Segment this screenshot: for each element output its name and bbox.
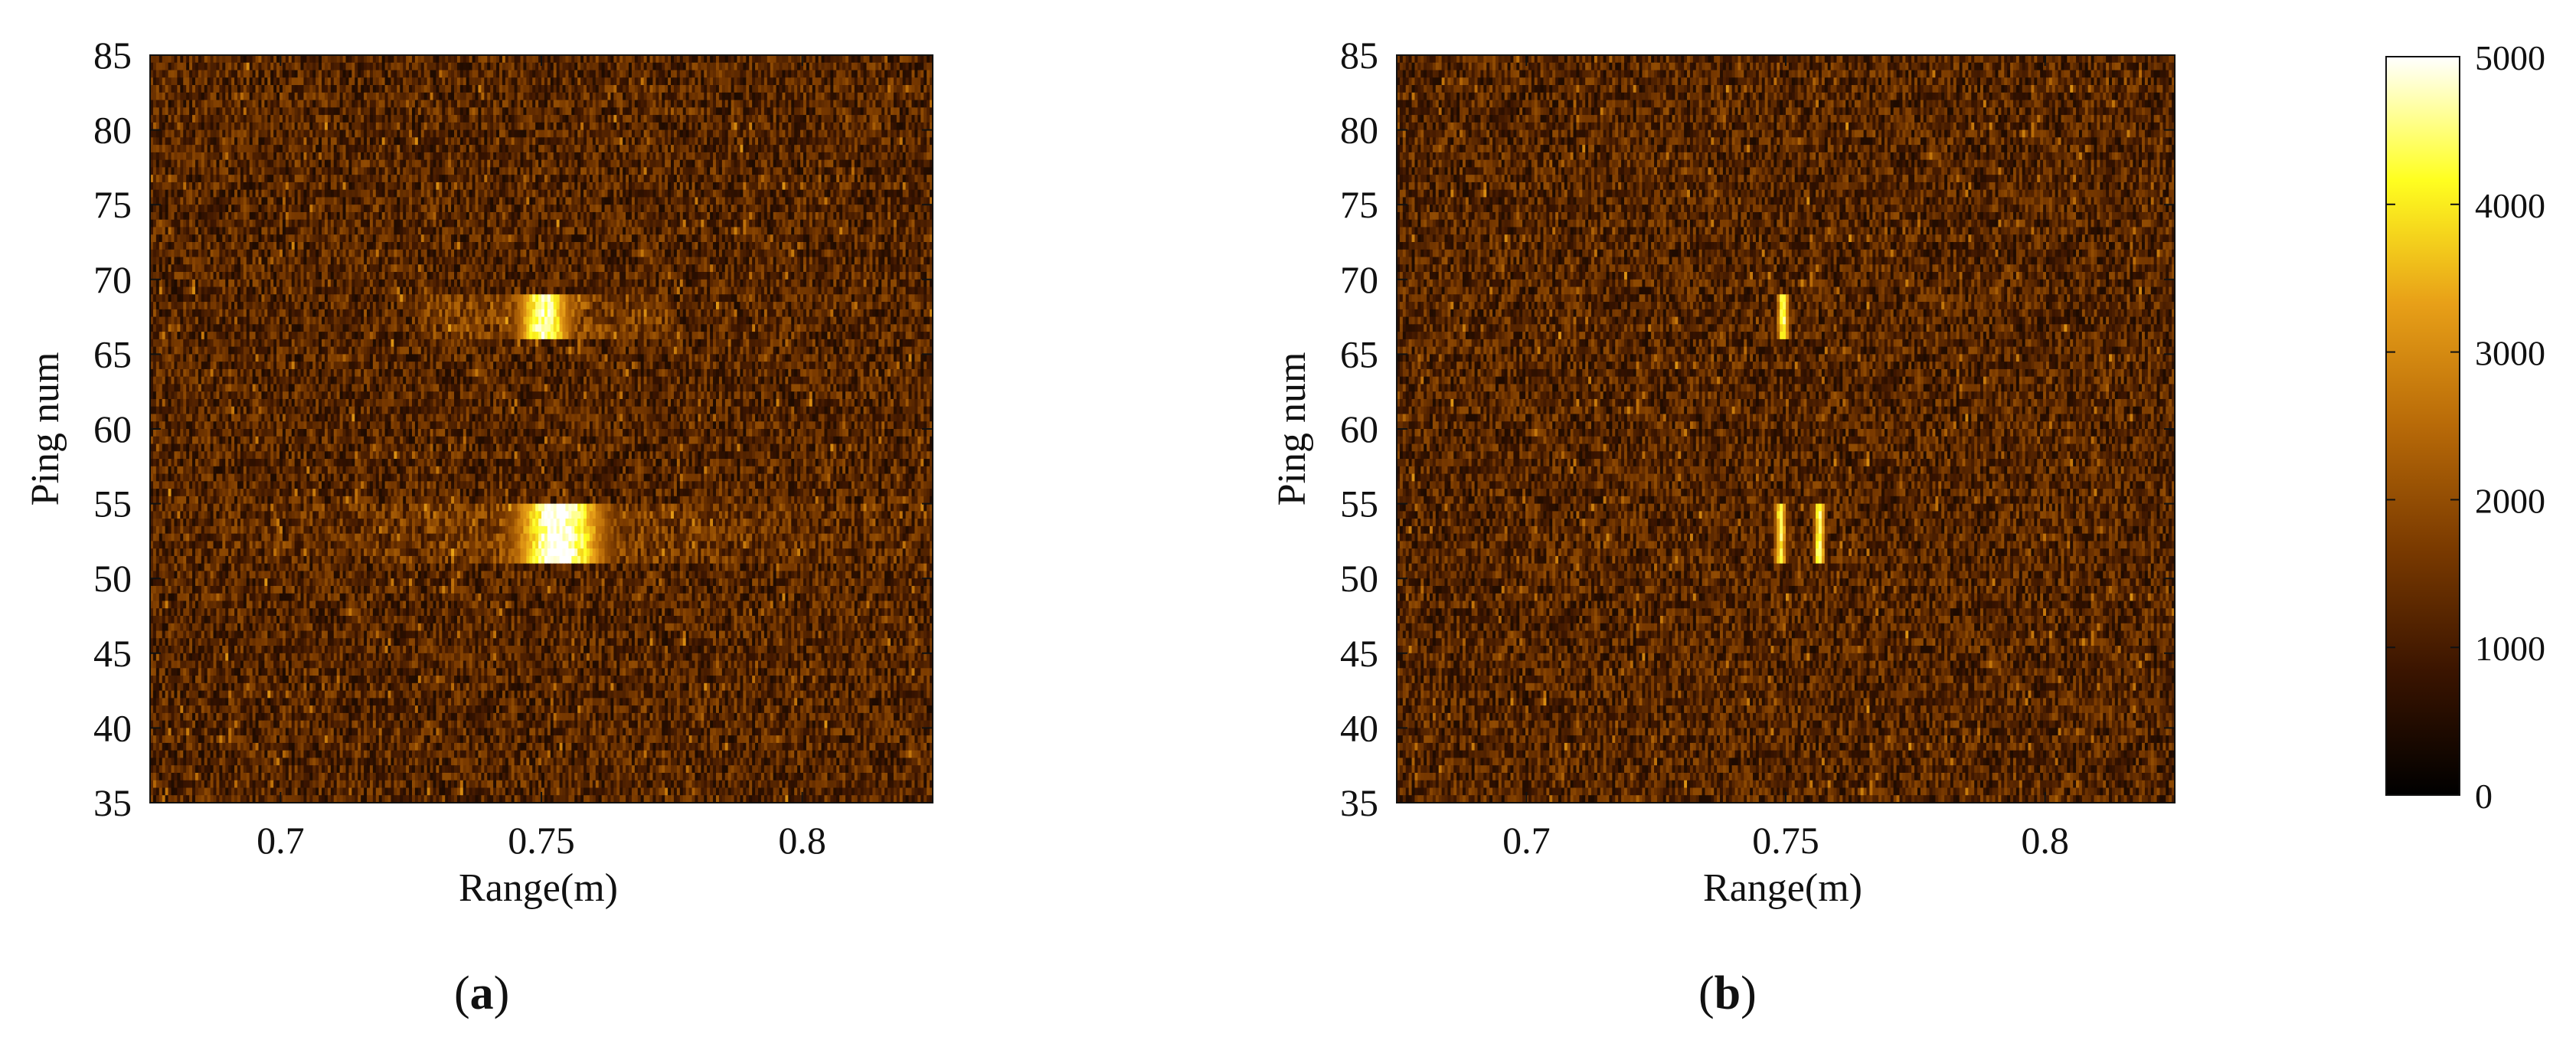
colorbar-tick-label: 5000 [2475,38,2545,77]
y-tick-label: 35 [1340,781,1378,824]
y-tick-label: 70 [93,258,132,301]
y-tick-label: 60 [1340,407,1378,450]
heatmap-panel-b: 0.7 0.75 0.8 35 40 45 50 55 60 65 70 75 80 85 Range(m)… [1270,34,2176,910]
y-tick-label: 55 [93,483,132,525]
x-axis-label: Range(m) [459,866,618,910]
colorbar-tick-label: 4000 [2475,186,2545,225]
heatmap-panel-a: 0.7 0.75 0.8 35 40 45 50 55 60 65 70 75 80 85 Range(m)… [24,34,933,910]
y-tick-label: 75 [1340,183,1378,226]
y-tick-label: 45 [1340,632,1378,675]
colorbar-tick-label: 2000 [2475,481,2545,520]
y-tick-label: 40 [93,706,132,749]
heatmap-image-b [1397,55,2176,803]
y-tick-label: 80 [93,109,132,152]
y-tick-label: 65 [1340,332,1378,375]
x-axis-label: Range(m) [1703,866,1862,910]
x-tick-label: 0.75 [508,819,575,862]
y-axis-label: Ping num [1270,352,1314,506]
y-tick-label: 55 [1340,483,1378,525]
y-tick-label: 70 [1340,258,1378,301]
y-tick-label: 40 [1340,706,1378,749]
y-tick-label: 50 [93,557,132,600]
y-tick-label: 75 [93,183,132,226]
x-tick-label: 0.7 [1502,819,1551,862]
colorbar: 0 1000 2000 3000 4000 5000 [2386,38,2545,816]
colorbar-gradient [2386,57,2460,795]
y-axis-label: Ping num [24,352,67,506]
colorbar-tick-label: 1000 [2475,629,2545,668]
y-tick-label: 35 [93,781,132,824]
y-tick-label: 45 [93,632,132,675]
panel-label-b-letter: b [1715,967,1741,1019]
panel-label-a: (a) [454,967,509,1021]
y-tick-label: 50 [1340,557,1378,600]
x-tick-label: 0.8 [778,819,826,862]
panel-label-a-letter: a [470,967,494,1019]
x-tick-label: 0.8 [2021,819,2069,862]
colorbar-tick-label: 3000 [2475,334,2545,373]
y-tick-label: 60 [93,407,132,450]
x-tick-label: 0.7 [257,819,305,862]
y-tick-label: 80 [1340,109,1378,152]
y-tick-label: 65 [93,332,132,375]
heatmap-image-a [150,55,933,803]
panel-label-b: (b) [1698,967,1757,1021]
x-tick-label: 0.75 [1752,819,1819,862]
colorbar-tick-label: 0 [2475,777,2493,816]
y-tick-label: 85 [1340,34,1378,77]
y-tick-label: 85 [93,34,132,77]
